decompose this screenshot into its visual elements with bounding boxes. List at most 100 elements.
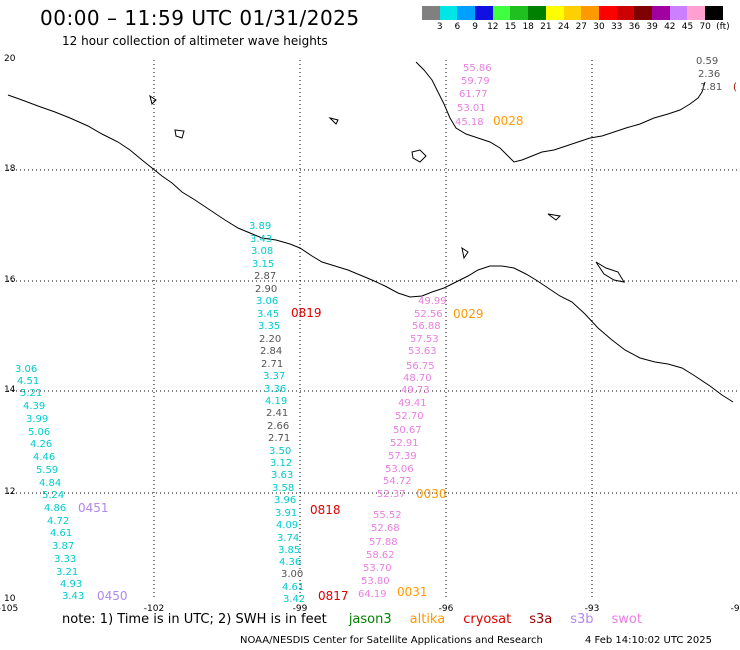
latitude-tick-label: 20 <box>4 54 16 64</box>
wave-height-value: 48.70 <box>403 373 432 384</box>
longitude-tick-label: -99 <box>293 604 308 614</box>
lake-3 <box>149 94 157 105</box>
wave-height-value: 57.53 <box>410 334 439 345</box>
latitude-tick-label: 14 <box>4 385 16 395</box>
wave-height-value: 3.36 <box>264 384 286 395</box>
wave-height-value: 2.41 <box>266 408 288 419</box>
wave-height-value: 56.75 <box>406 361 435 372</box>
wave-height-value: 3.50 <box>269 446 291 457</box>
pass-time-label: 0451 <box>78 501 109 515</box>
wave-height-value: 54.72 <box>383 476 412 487</box>
wave-height-value: 0.59 <box>696 56 718 67</box>
color-scale-label: 30 <box>593 22 605 32</box>
wave-height-value: 53.63 <box>408 346 437 357</box>
latitude-tick-label: 12 <box>4 487 15 497</box>
color-scale-label: 6 <box>454 22 461 32</box>
wave-height-value: 57.39 <box>388 451 417 462</box>
axis-labels: -105 -102 -99 -96 -93 -90 20 18 16 14 12 10 <box>0 54 740 614</box>
satellite-legend-swot: swot <box>611 612 642 627</box>
wave-height-value: 3.45 <box>257 309 279 320</box>
color-scale-cell <box>422 6 440 20</box>
wave-height-value: 3.00 <box>281 569 303 580</box>
credit-date: 4 Feb 14:10:02 UTC 2025 <box>585 635 712 646</box>
note-text: note: 1) Time is in UTC; 2) SWH is in fe… <box>62 612 327 627</box>
wave-height-value: 1.81 <box>700 82 722 93</box>
wave-height-value: 3.74 <box>277 533 299 544</box>
wave-height-value: 5.06 <box>28 427 50 438</box>
pass-time-label: 0030 <box>416 487 447 501</box>
wave-height-value: 3.06 <box>256 296 278 307</box>
wave-height-value: 49.99 <box>418 296 447 307</box>
lake-7 <box>328 117 339 125</box>
color-scale-label: 45 <box>681 22 694 32</box>
wave-height-value: 3.35 <box>258 321 280 332</box>
wave-height-value: 3.85 <box>278 545 300 556</box>
wave-height-value: 4.84 <box>39 478 61 489</box>
wave-height-value: 57.88 <box>369 537 398 548</box>
altimeter-labels: 55.86 59.79 61.77 53.01 45.18 0028 0.59 2.36 1.8… <box>15 56 737 605</box>
lake-5 <box>547 213 562 221</box>
pass-time-label: 0028 <box>493 114 524 128</box>
wave-height-value: 52.37 <box>377 489 406 500</box>
longitude-tick-label: -90 <box>731 604 740 614</box>
color-scale-label: 9 <box>472 22 478 32</box>
wave-height-value: 52.70 <box>395 411 424 422</box>
wave-height-value: 58.62 <box>366 550 395 561</box>
wave-height-value: 64.19 <box>358 589 387 600</box>
wave-height-value: 5.21 <box>20 388 42 399</box>
pass-time-label: 0450 <box>97 589 128 603</box>
wave-height-value: 52.68 <box>371 523 400 534</box>
wave-height-value: 2.66 <box>267 421 289 432</box>
wave-height-value: 3.99 <box>26 414 48 425</box>
lake-6 <box>461 246 469 260</box>
wave-height-value: 2.36 <box>698 69 720 80</box>
footer-note: note: 1) Time is in UTC; 2) SWH is in fe… <box>62 612 642 627</box>
wave-height-value: 4.61 <box>282 582 304 593</box>
pass-time-label: 0031 <box>397 585 428 599</box>
credit-text: NOAA/NESDIS Center for Satellite Applica… <box>240 635 543 646</box>
wave-height-value: 3.08 <box>251 246 273 257</box>
wave-height-value: 3.15 <box>252 259 274 270</box>
wave-height-value: 4.19 <box>265 396 287 407</box>
color-scale-cell <box>563 6 582 20</box>
wave-height-value: 3.96 <box>274 495 296 506</box>
wave-height-value: 3.43 <box>250 234 272 245</box>
color-scale-label: 18 <box>522 22 534 32</box>
color-scale-cell <box>510 6 529 20</box>
color-scale-cell <box>475 6 493 20</box>
color-scale-label: 39 <box>646 22 658 32</box>
pass-time-label: 0819 <box>291 306 322 320</box>
wave-height-value: 3.89 <box>249 221 271 232</box>
wave-height-value: 55.52 <box>373 510 402 521</box>
color-scale-cell <box>439 6 458 20</box>
wave-height-value: 56.88 <box>412 321 441 332</box>
wave-height-value: ( <box>733 82 737 93</box>
color-scale-label: 12 <box>487 22 499 32</box>
pass-time-label: 0818 <box>310 503 341 517</box>
wave-height-value: 55.86 <box>463 63 492 74</box>
wave-height-value: 2.90 <box>255 284 277 295</box>
color-scale-label: 3 <box>436 22 443 32</box>
satellite-legend-s3b: s3b <box>570 612 594 627</box>
wave-height-value: 3.42 <box>283 594 305 605</box>
color-scale-cell <box>705 6 723 20</box>
color-scale-label: 70 <box>699 22 711 32</box>
color-scale-cell <box>616 6 635 20</box>
color-scale-cell <box>492 6 511 20</box>
color-scale-label: 33 <box>610 22 623 32</box>
wave-height-value: 59.79 <box>461 76 490 87</box>
color-scale-cell <box>528 6 546 20</box>
longitude-tick-label: -93 <box>585 604 600 614</box>
wave-height-value: 2.87 <box>254 271 276 282</box>
wave-height-value: 53.70 <box>363 563 392 574</box>
satellite-legend-s3a: s3a <box>529 612 553 627</box>
lake-1 <box>411 149 427 163</box>
mexico-pacific-coastline <box>7 94 734 403</box>
longitude-tick-label: -102 <box>144 604 164 614</box>
color-scale-label: (ft) <box>716 22 730 32</box>
wave-height-value: 3.06 <box>15 364 37 375</box>
longitude-tick-label: -96 <box>439 604 454 614</box>
longitude-tick-label: -105 <box>0 604 18 614</box>
color-scale-cell <box>669 6 688 20</box>
